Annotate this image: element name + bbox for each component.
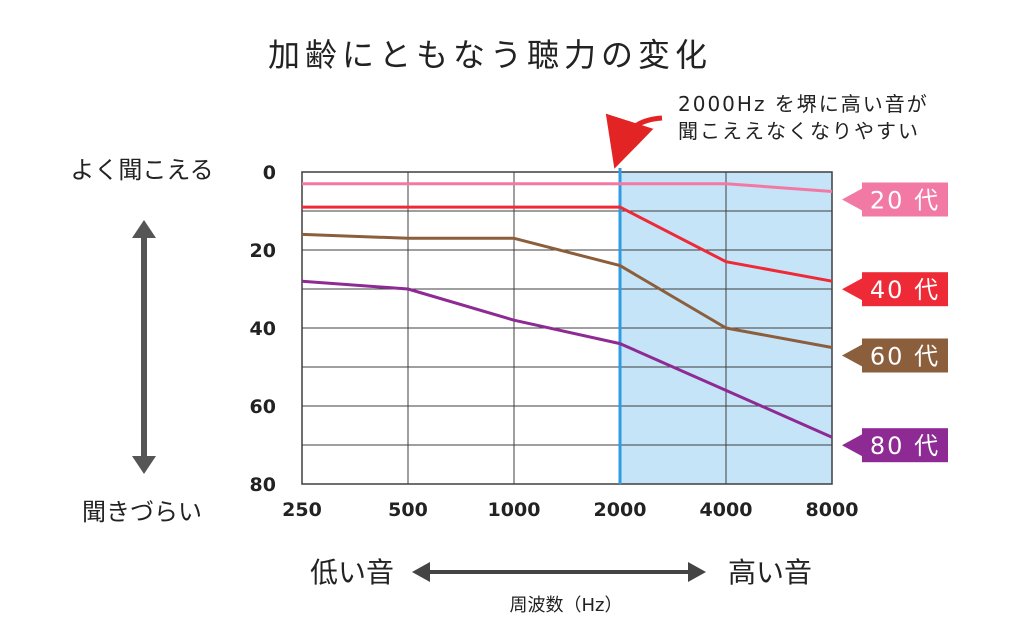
x-side-label-high: 高い音 xyxy=(728,556,812,589)
series-label-pointer xyxy=(842,277,864,302)
y-tick-label: 0 xyxy=(263,162,276,184)
x-axis: 250 500 1000 2000 4000 8000 xyxy=(282,499,858,521)
y-tick-label: 80 xyxy=(250,474,276,496)
series-line xyxy=(302,182,833,193)
series-label-box xyxy=(862,182,948,217)
series-line xyxy=(301,279,833,439)
annotation-arrow xyxy=(605,113,663,169)
y-tick-label: 40 xyxy=(250,318,276,340)
y-label-bottom: 聞きづらい xyxy=(82,498,202,526)
series-label-box xyxy=(862,272,948,307)
series-label: 60 代 xyxy=(870,343,940,371)
series-label-box xyxy=(862,428,948,463)
series-label-pointer xyxy=(842,187,864,212)
y-direction-arrow xyxy=(132,220,156,474)
series-label-pointer xyxy=(842,343,864,368)
annotation-line-1: 2000Hz を堺に高い音が xyxy=(678,92,929,116)
y-label-top: よく聞こえる xyxy=(70,156,213,184)
series-lines xyxy=(301,182,833,439)
chart-title: 加齢にともなう聴力の変化 xyxy=(268,36,712,74)
x-axis-label: 周波数（Hz） xyxy=(510,595,623,616)
y-tick-label: 20 xyxy=(250,240,276,262)
annotation-line-2: 聞こええなくなりやすい xyxy=(678,119,920,143)
y-axis: 0 20 40 60 80 xyxy=(250,162,276,496)
x-side-label-low: 低い音 xyxy=(310,556,394,589)
x-tick-label: 1000 xyxy=(488,499,541,521)
x-tick-label: 250 xyxy=(282,499,322,521)
series-line xyxy=(302,205,833,283)
series-labels: 20 代 40 代 60 代 80 代 xyxy=(842,182,948,463)
x-tick-label: 4000 xyxy=(700,499,753,521)
x-tick-label: 500 xyxy=(388,499,428,521)
series-line xyxy=(301,232,833,349)
plot-area xyxy=(301,168,833,485)
y-tick-label: 60 xyxy=(250,396,276,418)
series-label-box xyxy=(862,338,948,373)
series-label-pointer xyxy=(842,433,864,458)
x-direction-arrow xyxy=(412,562,706,582)
series-label: 20 代 xyxy=(870,187,940,215)
x-tick-label: 2000 xyxy=(594,499,647,521)
x-tick-label: 8000 xyxy=(806,499,859,521)
series-label: 80 代 xyxy=(870,432,940,460)
plot-frame xyxy=(301,171,833,485)
series-label: 40 代 xyxy=(870,276,940,304)
